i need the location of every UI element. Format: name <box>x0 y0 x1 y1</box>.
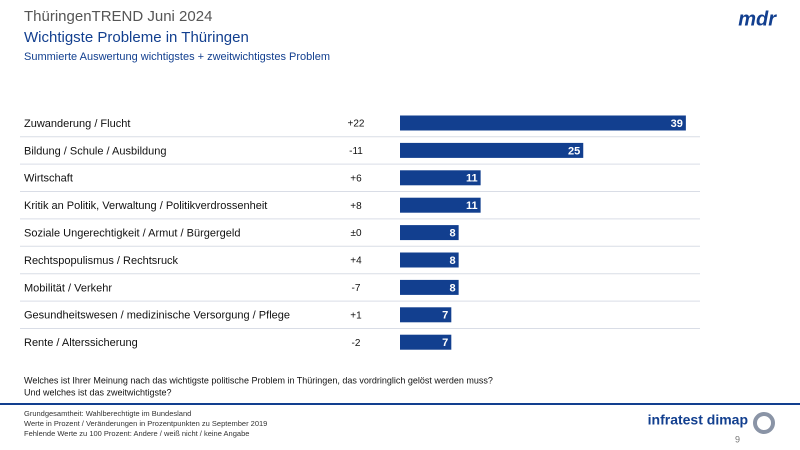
category-label: Rechtspopulismus / Rechtsruck <box>24 255 179 267</box>
change-label: ±0 <box>350 228 361 239</box>
value-label: 7 <box>442 310 448 322</box>
page-number: 9 <box>735 434 740 444</box>
logo-infratest: infratest dimap <box>648 412 748 428</box>
value-label: 11 <box>466 200 478 212</box>
logo-ring <box>753 412 775 434</box>
bar <box>400 197 481 213</box>
bar <box>400 334 452 350</box>
category-label: Kritik an Politik, Verwaltung / Politikv… <box>24 200 267 212</box>
change-label: -7 <box>352 283 361 294</box>
category-label: Zuwanderung / Flucht <box>24 118 130 130</box>
logo-mdr: mdr <box>738 8 777 30</box>
bar <box>400 252 459 268</box>
note: Werte in Prozent / Veränderungen in Proz… <box>24 419 267 428</box>
bar <box>400 307 452 323</box>
category-label: Mobilität / Verkehr <box>24 282 112 294</box>
supertitle: ThüringenTREND Juni 2024 <box>24 8 212 25</box>
category-label: Gesundheitswesen / medizinische Versorgu… <box>24 310 290 322</box>
value-label: 11 <box>466 173 478 185</box>
category-label: Bildung / Schule / Ausbildung <box>24 145 167 157</box>
value-label: 25 <box>568 145 580 157</box>
value-label: 7 <box>442 337 448 349</box>
change-label: +8 <box>350 201 362 212</box>
change-label: -2 <box>352 338 361 349</box>
category-label: Rente / Alterssicherung <box>24 337 138 349</box>
value-label: 8 <box>450 255 456 267</box>
note: Grundgesamtheit: Wahlberechtigte im Bund… <box>24 409 191 418</box>
change-label: +6 <box>350 173 362 184</box>
category-label: Wirtschaft <box>24 173 73 185</box>
chart-title: Wichtigste Probleme in Thüringen <box>24 29 249 46</box>
chart-subtitle: Summierte Auswertung wichtigstes + zweit… <box>24 51 330 63</box>
bar <box>400 279 459 295</box>
bar <box>400 225 459 241</box>
change-label: -11 <box>349 146 363 157</box>
bar <box>400 170 481 186</box>
question-line: Welches ist Ihrer Meinung nach das wicht… <box>24 375 493 385</box>
change-label: +1 <box>350 310 362 321</box>
value-label: 8 <box>450 228 456 240</box>
bar <box>400 142 584 158</box>
change-label: +22 <box>348 119 365 130</box>
bar <box>400 115 686 131</box>
category-label: Soziale Ungerechtigkeit / Armut / Bürger… <box>24 228 240 240</box>
change-label: +4 <box>350 256 362 267</box>
question-line: Und welches ist das zweitwichtigste? <box>24 387 172 397</box>
note: Fehlende Werte zu 100 Prozent: Andere / … <box>24 429 249 438</box>
value-label: 8 <box>450 282 456 294</box>
value-label: 39 <box>671 118 683 130</box>
